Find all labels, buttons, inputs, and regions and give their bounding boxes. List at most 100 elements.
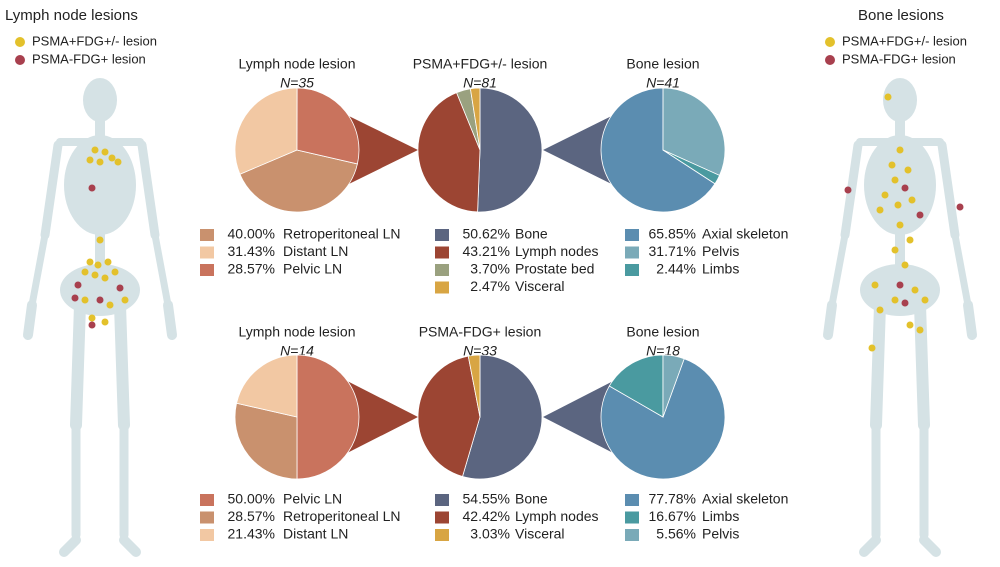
pie-title: PSMA+FDG+/- lesion [413, 56, 548, 72]
pie-slice [608, 354, 664, 418]
legend-swatch [435, 264, 449, 276]
legend-swatch [625, 494, 639, 506]
legend-value: 77.78% [649, 491, 696, 507]
lesion-dot [876, 306, 884, 314]
lesion-dot [871, 281, 879, 289]
lesion-dot [921, 296, 929, 304]
pie-title: Lymph node lesion [238, 324, 355, 340]
skeletons [23, 78, 977, 557]
bone [23, 300, 37, 340]
legend-label: Retroperitoneal LN [283, 508, 401, 524]
lesion-dot [81, 296, 89, 304]
lesion-dot [86, 258, 94, 266]
pie-title: Bone lesion [626, 56, 699, 72]
lesion-dot [106, 301, 114, 309]
skull [83, 78, 117, 122]
pie-slice [469, 87, 481, 151]
pie-slice [462, 354, 543, 480]
lesion-dot [844, 186, 852, 194]
lesion-dot [868, 344, 876, 352]
lesion-dot [88, 321, 96, 329]
panel-title: Lymph node lesions [5, 7, 138, 24]
lesion-dot [91, 271, 99, 279]
lesion-dot [116, 284, 124, 292]
lesion-dot [906, 236, 914, 244]
lesion-dot [896, 281, 904, 289]
legend-dot [825, 55, 835, 65]
pie-slice [234, 402, 298, 480]
legend-label: Bone [515, 491, 548, 507]
lesion-dot [901, 299, 909, 307]
bone [163, 300, 177, 340]
legend-swatch [200, 511, 214, 524]
legend-label: Distant LN [283, 526, 348, 542]
legend-label: Pelvic LN [283, 491, 342, 507]
legend-label: Prostate bed [515, 261, 594, 277]
legend-value: 16.67% [649, 508, 696, 524]
legend-swatch [435, 281, 449, 294]
pie-slice [236, 354, 298, 418]
legend-swatch [200, 246, 214, 259]
lesion-dot [114, 158, 122, 166]
bone [823, 300, 837, 340]
bone [859, 535, 881, 557]
lesion-dot [71, 294, 79, 302]
lesion-dot [101, 148, 109, 156]
legend-swatch [625, 511, 639, 524]
lesion-dot [884, 93, 892, 101]
legend-value: 50.00% [228, 491, 275, 507]
pie-slice [600, 358, 726, 480]
legend-swatch [435, 246, 449, 259]
legend-swatch [435, 511, 449, 524]
bone [28, 231, 49, 309]
legend-value: 3.03% [470, 526, 510, 542]
lesion-dot [906, 321, 914, 329]
lesion-dot [111, 268, 119, 276]
lesion-dot [108, 154, 116, 162]
legend-label: PSMA-FDG+ lesion [842, 51, 956, 66]
pie-slice [239, 149, 358, 213]
lesion-dot [916, 326, 924, 334]
legend-label: Visceral [515, 526, 565, 542]
lesion-dot [901, 184, 909, 192]
pie-slice [600, 87, 716, 213]
lesion-dot [881, 191, 889, 199]
legend-swatch [625, 246, 639, 259]
legend-label: Retroperitoneal LN [283, 226, 401, 242]
pie-title: Bone lesion [626, 324, 699, 340]
bone [70, 299, 86, 431]
bone [151, 231, 172, 309]
legend-swatch [435, 529, 449, 541]
legend-label: Visceral [515, 278, 565, 294]
legend-value: 42.42% [463, 508, 510, 524]
lesion-dot [88, 314, 96, 322]
lesion-dot [904, 166, 912, 174]
lesion-dot [101, 318, 109, 326]
lesion-dot [96, 296, 104, 304]
legend-value: 28.57% [228, 261, 275, 277]
lesion-dot [876, 206, 884, 214]
legend-label: Pelvic LN [283, 261, 342, 277]
lesion-dot [891, 296, 899, 304]
pie-subtitle: N=14 [280, 343, 314, 359]
bone [828, 231, 849, 309]
legend-value: 2.47% [470, 278, 510, 294]
pie-subtitle: N=35 [280, 75, 314, 91]
pie-subtitle: N=81 [463, 75, 497, 91]
pie-slice [417, 355, 481, 477]
legend-swatch [435, 494, 449, 506]
lesion-dot [896, 221, 904, 229]
legend-swatch [625, 229, 639, 241]
legend-value: 28.57% [228, 508, 275, 524]
pie-slice [662, 149, 721, 185]
legend-swatch [200, 529, 214, 541]
legend-label: Bone [515, 226, 548, 242]
legend-label: Pelvis [702, 526, 739, 542]
lesion-dot [911, 286, 919, 294]
lesion-dot [104, 258, 112, 266]
legend-label: PSMA-FDG+ lesion [32, 51, 146, 66]
bone [919, 535, 941, 557]
legend-swatch [625, 264, 639, 276]
legend-swatch [625, 529, 639, 541]
